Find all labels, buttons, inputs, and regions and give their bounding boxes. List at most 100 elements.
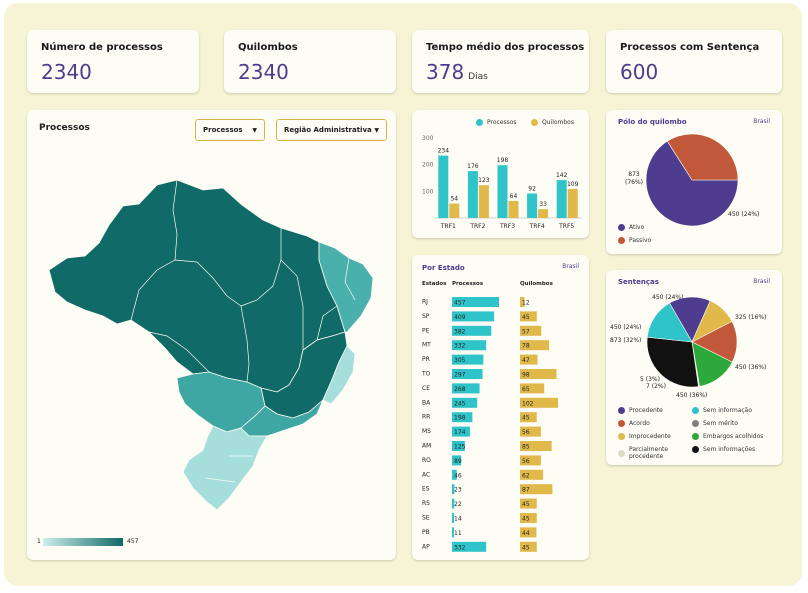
region-select[interactable]: Região Administrativa ▼ [276, 119, 387, 141]
legend-label: Embargos acolhidos [703, 433, 764, 440]
bar-quilombos-pr[interactable] [520, 354, 538, 365]
bar-processos-sp[interactable] [452, 311, 495, 322]
polo-card: Pólo do quilombo Brasil 873 (76%) 450 (2… [606, 110, 782, 254]
quilombos-value: 62 [522, 472, 530, 479]
legend-label: Acordo [629, 420, 650, 427]
metric-select[interactable]: Processos ▼ [195, 119, 265, 141]
bar-processos-trf4[interactable] [527, 193, 538, 218]
bar-quilombos-ba[interactable] [520, 397, 558, 408]
pie-slice-ativo[interactable] [645, 140, 739, 227]
bar-quilombos-rs[interactable] [520, 498, 537, 509]
bar-quilombos-rr[interactable] [520, 412, 537, 423]
legend-item: Sem informação [692, 407, 772, 414]
bar-quilombos-rj[interactable] [520, 297, 525, 307]
bar-quilombos-ms[interactable] [520, 426, 541, 437]
bar-quilombos-se[interactable] [520, 513, 537, 523]
quilombos-value: 98 [522, 372, 530, 379]
pie-data-label: 450 (36%) [676, 392, 707, 399]
quilombos-value: 45 [522, 314, 530, 321]
bar-processos-rs[interactable] [452, 498, 455, 509]
pie-data-label: 5 (3%) [640, 376, 660, 383]
legend-item: Sem informações [692, 446, 772, 453]
legend-dot [476, 119, 483, 126]
bar-quilombos-ro[interactable] [520, 455, 541, 466]
bar-processos-ro[interactable] [452, 455, 462, 466]
bar-processos-ms[interactable] [452, 426, 470, 437]
bar-quilombos-mt[interactable] [520, 340, 550, 351]
state-code: AP [422, 543, 430, 550]
legend-item: Embargos acolhidos [692, 433, 772, 440]
trf-bar-chart: 300 200 100 234 54 TRF1 176 123 TRF2 198 64 TRF3 92 3… [422, 135, 582, 230]
legend-dot [618, 237, 625, 244]
bar-quilombos-trf4[interactable] [538, 209, 549, 218]
bar-quilombos-ac[interactable] [520, 469, 544, 480]
bar-quilombos-es[interactable] [520, 484, 553, 495]
bar-processos-pe[interactable] [452, 325, 492, 336]
bar-value-label: 142 [556, 172, 568, 179]
bar-processos-trf3[interactable] [497, 165, 508, 218]
legend-dot [692, 420, 699, 427]
bar-processos-rj[interactable] [452, 297, 499, 307]
bar-quilombos-trf5[interactable] [567, 188, 578, 218]
bar-quilombos-ap[interactable] [520, 541, 537, 552]
bar-quilombos-pb[interactable] [520, 527, 537, 538]
estado-title: Por Estado [422, 264, 465, 272]
bar-processos-trf5[interactable] [556, 180, 567, 218]
polo-label-passivo: 450 (24%) [728, 211, 760, 218]
bar-processos-trf2[interactable] [467, 171, 478, 218]
pie-slice-sem-informações[interactable] [646, 336, 699, 388]
pie-slice-passivo[interactable] [666, 133, 739, 181]
legend-label: Procedente [629, 407, 663, 414]
processos-value: 22 [454, 501, 462, 508]
state-code: MT [422, 342, 431, 349]
bar-quilombos-pe[interactable] [520, 325, 542, 336]
bar-quilombos-ce[interactable] [520, 383, 545, 394]
quilombos-value: 65 [522, 386, 530, 393]
bar-processos-ce[interactable] [452, 383, 480, 394]
bar-processos-pb[interactable] [452, 527, 454, 538]
legend-label: Quilombos [542, 119, 574, 126]
quilombos-value: 56 [522, 429, 530, 436]
kpi-number: 378 [426, 60, 465, 84]
processos-value: 409 [454, 314, 466, 321]
state-code: SE [422, 515, 430, 522]
bar-processos-pr[interactable] [452, 354, 484, 365]
pie-data-label: 325 (16%) [735, 314, 766, 321]
pie-slice-sem-informação[interactable] [646, 302, 693, 343]
legend-item: Sem mérito [692, 420, 772, 427]
bar-quilombos-trf2[interactable] [478, 185, 489, 218]
bar-quilombos-trf3[interactable] [508, 200, 519, 218]
kpi-card-sentenca: Processos com Sentença 600 [606, 30, 782, 93]
bar-quilombos-am[interactable] [520, 441, 552, 451]
bar-processos-am[interactable] [452, 441, 465, 451]
map-region-east-coast[interactable] [322, 345, 356, 405]
legend-item: Procedente [618, 407, 698, 414]
sentencas-card: Sentenças Brasil 450 (24%) 325 (16%) 450 (… [606, 270, 782, 465]
quilombos-value: 44 [522, 530, 530, 537]
bar-processos-to[interactable] [452, 369, 483, 379]
map-legend-bar [43, 538, 123, 546]
legend-quilombos: Quilombos [531, 119, 574, 126]
bar-quilombos-trf1[interactable] [449, 203, 460, 218]
bar-quilombos-to[interactable] [520, 369, 557, 379]
bar-quilombos-sp[interactable] [520, 311, 537, 322]
processos-value: 125 [454, 444, 466, 451]
polo-pie-chart [645, 133, 739, 227]
legend-label: Processos [487, 119, 517, 126]
map-region-south[interactable] [182, 425, 268, 511]
bar-processos-ap[interactable] [452, 541, 487, 552]
bar-processos-es[interactable] [452, 484, 455, 495]
legend-dot [618, 449, 625, 457]
map-title: Processos [39, 123, 90, 133]
quilombos-value: 47 [522, 357, 530, 364]
bar-processos-ac[interactable] [452, 469, 457, 480]
bar-processos-ba[interactable] [452, 397, 478, 408]
x-tick-label: TRF2 [469, 223, 485, 230]
bar-processos-mt[interactable] [452, 340, 487, 351]
kpi-label: Quilombos [238, 42, 298, 53]
bar-processos-rr[interactable] [452, 412, 473, 423]
legend-passivo: Passivo [618, 237, 651, 244]
bar-processos-se[interactable] [452, 513, 454, 523]
processos-value: 332 [454, 544, 466, 551]
bar-processos-trf1[interactable] [438, 155, 449, 218]
